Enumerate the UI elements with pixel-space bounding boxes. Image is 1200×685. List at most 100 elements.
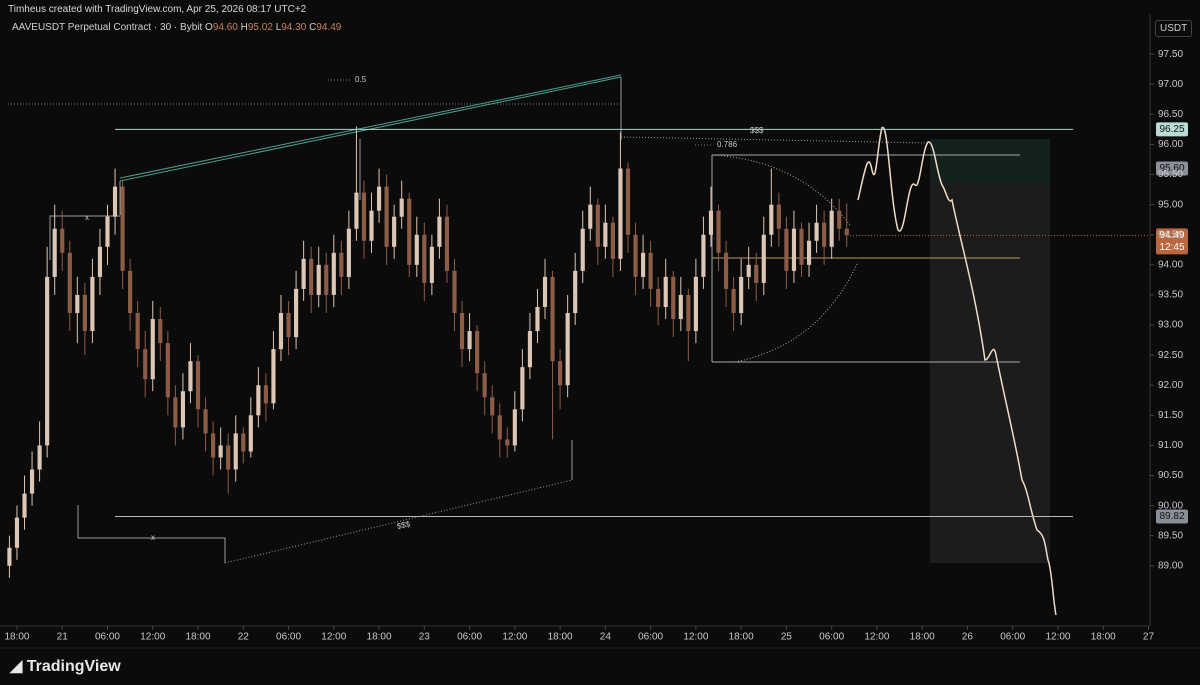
candle-body <box>452 270 457 313</box>
candle-body <box>173 397 178 428</box>
credit: Timheus created with TradingView.com, Ap… <box>8 4 307 15</box>
candle-body <box>429 246 434 283</box>
candle-body <box>467 331 472 350</box>
x-tick-label: 12:00 <box>321 632 346 643</box>
currency[interactable]: USDT <box>1155 20 1193 37</box>
candle-body <box>143 349 148 380</box>
ohlc-value: 95.02 <box>247 22 273 33</box>
candle-body <box>105 216 110 247</box>
candle-body <box>361 192 367 241</box>
candle-body <box>82 294 87 332</box>
y-tick-label: 90.50 <box>1158 470 1183 481</box>
candle-body <box>203 409 208 434</box>
level-label: 96.25 <box>1159 124 1184 135</box>
y-tick-label: 91.00 <box>1158 440 1183 451</box>
candle-body <box>256 385 261 416</box>
x-tick-label: 25 <box>781 632 793 643</box>
candle-body <box>837 210 842 229</box>
candle-body <box>490 397 495 416</box>
bracket <box>49 215 120 260</box>
x-tick-label: 12:00 <box>864 632 889 643</box>
logo[interactable]: ◢ TradingView <box>10 658 121 675</box>
candle-body <box>407 198 412 265</box>
candles <box>7 126 849 578</box>
candle-body <box>686 294 691 332</box>
candle-body <box>558 361 563 386</box>
candle-body <box>693 276 698 332</box>
candle-body <box>52 228 57 277</box>
trend-line <box>119 74 622 179</box>
x-tick-label: 27 <box>1143 632 1155 643</box>
candle-body <box>324 264 329 295</box>
x-tick-label: 12:00 <box>1045 632 1070 643</box>
candle-body <box>475 331 480 374</box>
candle-body <box>776 204 781 229</box>
candle-body <box>708 210 714 235</box>
candle-body <box>739 276 744 313</box>
candle-body <box>376 186 382 211</box>
y-tick-label: 93.50 <box>1158 290 1183 301</box>
candle-body <box>346 228 351 277</box>
candle-body <box>22 493 27 518</box>
x-tick-label: 18:00 <box>910 632 935 643</box>
candle-body <box>822 222 827 247</box>
candle-body <box>195 361 201 410</box>
candle-body <box>188 361 193 392</box>
candle-body <box>67 252 72 313</box>
candle-body <box>112 186 118 217</box>
last-price-tag <box>1156 228 1188 255</box>
x-tick-label: 06:00 <box>457 632 482 643</box>
y-tick-label: 95.50 <box>1158 169 1183 180</box>
x-tick-label: 21 <box>57 632 69 643</box>
candle-body <box>37 445 42 470</box>
candle-body <box>671 276 676 320</box>
level-tag <box>1156 122 1188 137</box>
candle-body <box>791 228 797 271</box>
ohlc-value: 94.30 <box>281 22 307 33</box>
candle-body <box>678 294 683 320</box>
candle-body <box>278 313 284 350</box>
candle-body <box>180 391 186 428</box>
candle-body <box>45 276 50 446</box>
candle-body <box>263 385 268 404</box>
candle-body <box>799 228 804 265</box>
candle-body <box>723 252 729 289</box>
y-tick-label: 91.50 <box>1158 410 1183 421</box>
y-tick-label: 97.50 <box>1158 49 1183 60</box>
x-tick-label: 06:00 <box>95 632 120 643</box>
x-tick-label: 06:00 <box>819 632 844 643</box>
annotation: 0.786 <box>717 140 738 149</box>
y-tick-label: 89.50 <box>1158 530 1183 541</box>
candle-body <box>520 367 525 410</box>
x-tick-label: 06:00 <box>638 632 663 643</box>
candle-body <box>625 168 631 235</box>
candle-body <box>271 349 276 404</box>
candle-body <box>535 306 540 332</box>
candle-body <box>497 415 502 440</box>
x-tick-label: 18:00 <box>4 632 29 643</box>
candle-body <box>150 319 155 380</box>
liquidity-line <box>620 136 931 144</box>
candle-body <box>437 216 442 247</box>
x-tick-label: 24 <box>600 632 612 643</box>
candle-body <box>618 168 623 259</box>
candle-body <box>211 433 216 458</box>
candle-body <box>603 222 608 247</box>
liquidity-line <box>224 479 573 564</box>
candle-body <box>286 313 291 338</box>
x-tick-label: 18:00 <box>1091 632 1116 643</box>
candle-body <box>384 186 389 247</box>
candle-body <box>595 204 600 247</box>
candle-body <box>369 210 374 241</box>
x-tick-label: 18:00 <box>367 632 392 643</box>
candle-body <box>165 343 170 398</box>
candle-body <box>829 210 834 247</box>
candle-body <box>761 234 766 283</box>
x-tick-label: 18:00 <box>186 632 211 643</box>
candle-body <box>60 228 65 253</box>
candle-body <box>233 433 238 470</box>
candle-body <box>29 469 35 494</box>
